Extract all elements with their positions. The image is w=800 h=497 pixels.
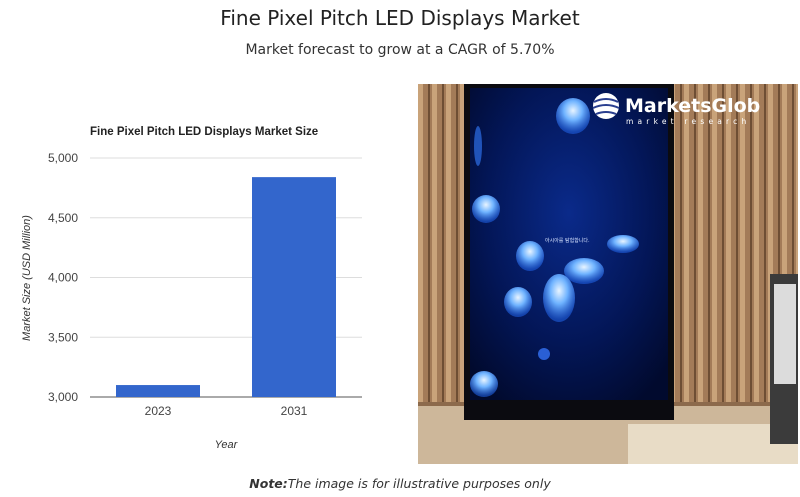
- svg-text:MarketsGlob: MarketsGlob: [625, 95, 760, 117]
- product-image: 아시아를 탐험합니다. MarketsGlob market research: [418, 84, 798, 464]
- y-tick-label: 4,000: [48, 271, 78, 285]
- note-label: Note:: [249, 476, 288, 491]
- chart-title: Fine Pixel Pitch LED Displays Market Siz…: [90, 126, 318, 138]
- bar-chart: Fine Pixel Pitch LED Displays Market Siz…: [21, 126, 362, 451]
- x-axis-label: Year: [215, 439, 239, 451]
- y-tick-label: 4,500: [48, 211, 78, 225]
- y-tick-label: 5,000: [48, 151, 78, 165]
- x-tick-label: 2023: [145, 404, 172, 418]
- y-tick-label: 3,500: [48, 330, 78, 344]
- x-tick-label: 2031: [281, 404, 308, 418]
- note-text: The image is for illustrative purposes o…: [287, 476, 551, 491]
- bar-2023: [116, 385, 200, 397]
- bar-2031: [252, 177, 336, 397]
- page-subtitle: Market forecast to grow at a CAGR of 5.7…: [245, 42, 555, 58]
- logo: MarketsGlob market research: [592, 93, 760, 126]
- footnote: Note:The image is for illustrative purpo…: [0, 476, 800, 491]
- y-tick-label: 3,000: [48, 390, 78, 404]
- svg-text:market research: market research: [626, 117, 750, 126]
- page-title: Fine Pixel Pitch LED Displays Market: [220, 6, 580, 30]
- screen-caption: 아시아를 탐험합니다.: [545, 237, 590, 244]
- y-axis-label: Market Size (USD Million): [21, 215, 33, 341]
